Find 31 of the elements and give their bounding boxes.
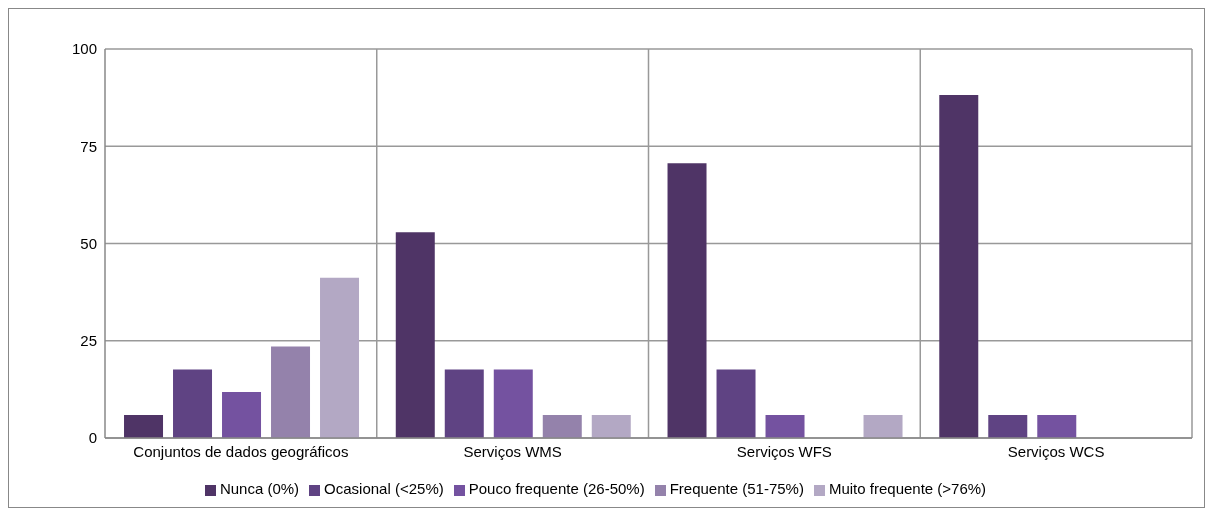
- bar: [493, 369, 533, 438]
- bar: [320, 277, 360, 438]
- y-tick-label: 100: [71, 40, 97, 58]
- legend-label: Frequente (51-75%): [669, 480, 804, 497]
- x-tick-label: Serviços WFS: [736, 442, 832, 460]
- bar: [444, 369, 484, 438]
- bar: [863, 415, 903, 438]
- bar: [716, 369, 756, 438]
- bar: [124, 415, 164, 438]
- bar: [988, 415, 1028, 438]
- x-tick-label: Serviços WCS: [1007, 442, 1105, 460]
- bar: [1037, 415, 1077, 438]
- y-tick-label: 50: [80, 234, 97, 252]
- bar: [939, 94, 979, 438]
- bar: [542, 415, 582, 438]
- bar: [591, 415, 631, 438]
- y-tick-label: 0: [88, 429, 97, 447]
- bar: [222, 392, 262, 438]
- bar: [667, 163, 707, 438]
- legend-label: Nunca (0%): [219, 480, 300, 497]
- y-tick-label: 75: [80, 137, 97, 155]
- bar: [173, 369, 213, 438]
- legend-label: Pouco frequente (26-50%): [468, 480, 645, 497]
- bar: [765, 415, 805, 438]
- bar: [395, 232, 435, 438]
- y-tick-label: 25: [80, 332, 97, 350]
- x-tick-label: Serviços WMS: [463, 442, 562, 460]
- legend-label: Muito frequente (>76%): [828, 480, 987, 497]
- legend-label: Ocasional (<25%): [324, 480, 444, 497]
- bar: [271, 346, 311, 438]
- x-tick-label: Conjuntos de dados geográficos: [133, 442, 349, 460]
